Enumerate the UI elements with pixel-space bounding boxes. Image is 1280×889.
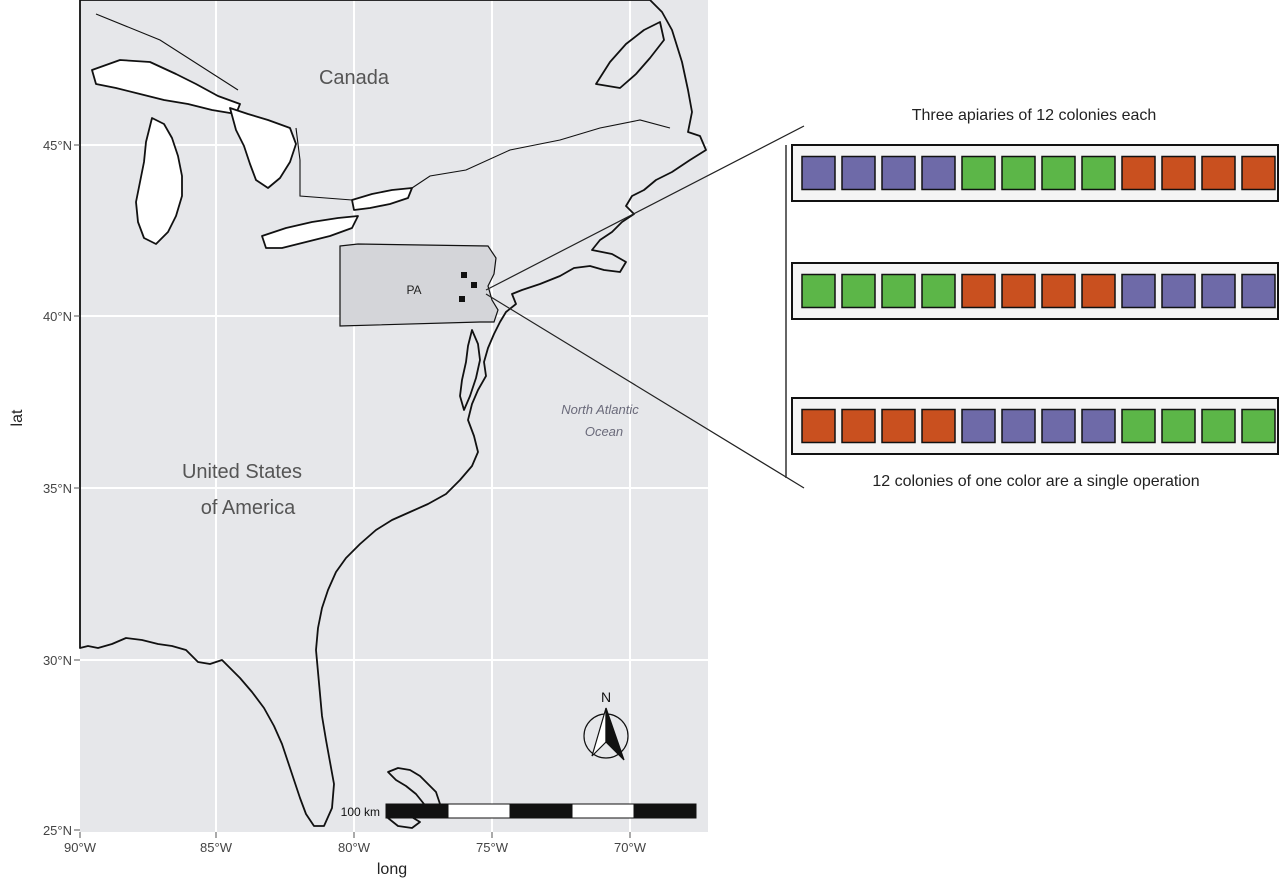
colony-square-orange xyxy=(1241,155,1276,191)
label-usa-line2: of America xyxy=(201,497,296,519)
colony-square-orange xyxy=(801,408,836,444)
scale-bar-label: 100 km xyxy=(341,805,380,819)
colony-square-green xyxy=(1001,155,1036,191)
x-tick-label: 70°W xyxy=(614,840,647,855)
x-tick-label: 80°W xyxy=(338,840,371,855)
apiary-panel-caption: 12 colonies of one color are a single op… xyxy=(872,473,1199,490)
land-mass xyxy=(79,0,707,827)
colony-square-green xyxy=(1161,408,1196,444)
colony-square-green xyxy=(921,273,956,309)
label-state-pa: PA xyxy=(406,283,421,297)
colony-square-green xyxy=(1121,408,1156,444)
x-axis: 90°W 85°W 80°W 75°W 70°W xyxy=(64,832,647,855)
y-tick-label: 40°N xyxy=(43,309,72,324)
colony-square-orange xyxy=(1201,155,1236,191)
colony-square-orange xyxy=(921,408,956,444)
north-arrow-icon: N xyxy=(583,689,629,761)
y-tick-label: 35°N xyxy=(43,481,72,496)
pennsylvania-state xyxy=(339,243,499,327)
colony-square-green xyxy=(801,273,836,309)
x-tick-label: 90°W xyxy=(64,840,97,855)
colony-square-orange xyxy=(1081,273,1116,309)
colony-square-purple xyxy=(1201,273,1236,309)
lake-huron xyxy=(229,107,297,189)
callout-line-bottom xyxy=(485,293,805,489)
lake-erie xyxy=(261,215,359,249)
colony-square-purple xyxy=(881,155,916,191)
colony-square-orange xyxy=(961,273,996,309)
colony-square-green xyxy=(1201,408,1236,444)
north-arrow-label: N xyxy=(601,689,611,705)
colony-square-purple xyxy=(961,408,996,444)
colony-square-green xyxy=(1241,408,1276,444)
label-ocean-line1: North Atlantic xyxy=(561,402,639,417)
st-lawrence-gulf xyxy=(595,21,665,89)
colony-square-purple xyxy=(921,155,956,191)
scale-bar: 100 km xyxy=(341,803,697,819)
y-tick-label: 45°N xyxy=(43,138,72,153)
label-usa-line1: United States xyxy=(182,461,302,483)
callout-line-top xyxy=(485,125,805,291)
apiary-site-marker xyxy=(459,296,465,302)
apiary-panel-title: Three apiaries of 12 colonies each xyxy=(912,107,1157,124)
lake-michigan xyxy=(135,117,183,245)
colony-square-purple xyxy=(1041,408,1076,444)
colony-square-orange xyxy=(1041,273,1076,309)
apiary-rows xyxy=(791,144,1279,455)
colony-square-orange xyxy=(841,408,876,444)
chesapeake-bay xyxy=(459,329,481,411)
colony-square-purple xyxy=(1121,273,1156,309)
colony-square-orange xyxy=(881,408,916,444)
colony-square-green xyxy=(1041,155,1076,191)
colony-square-purple xyxy=(841,155,876,191)
apiary-site-marker xyxy=(461,272,467,278)
colony-square-purple xyxy=(1001,408,1036,444)
colony-square-orange xyxy=(1161,155,1196,191)
x-axis-title: long xyxy=(377,861,407,878)
colony-square-green xyxy=(961,155,996,191)
x-tick-label: 85°W xyxy=(200,840,233,855)
colony-square-purple xyxy=(1241,273,1276,309)
canada-usa-border xyxy=(95,13,671,201)
colony-square-purple xyxy=(1161,273,1196,309)
y-axis-title: lat xyxy=(9,409,26,426)
apiary-site-marker xyxy=(471,282,477,288)
y-tick-label: 30°N xyxy=(43,653,72,668)
colony-square-green xyxy=(1081,155,1116,191)
y-tick-label: 25°N xyxy=(43,823,72,838)
colony-square-green xyxy=(841,273,876,309)
colony-square-purple xyxy=(801,155,836,191)
y-axis: 45°N 40°N 35°N 30°N 25°N xyxy=(43,138,80,838)
lake-ontario xyxy=(351,187,413,211)
colony-square-orange xyxy=(1001,273,1036,309)
ocean-background xyxy=(80,0,708,832)
x-tick-label: 75°W xyxy=(476,840,509,855)
colony-square-orange xyxy=(1121,155,1156,191)
colony-square-purple xyxy=(1081,408,1116,444)
colony-square-green xyxy=(881,273,916,309)
label-ocean-line2: Ocean xyxy=(585,424,623,439)
label-canada: Canada xyxy=(319,67,390,89)
